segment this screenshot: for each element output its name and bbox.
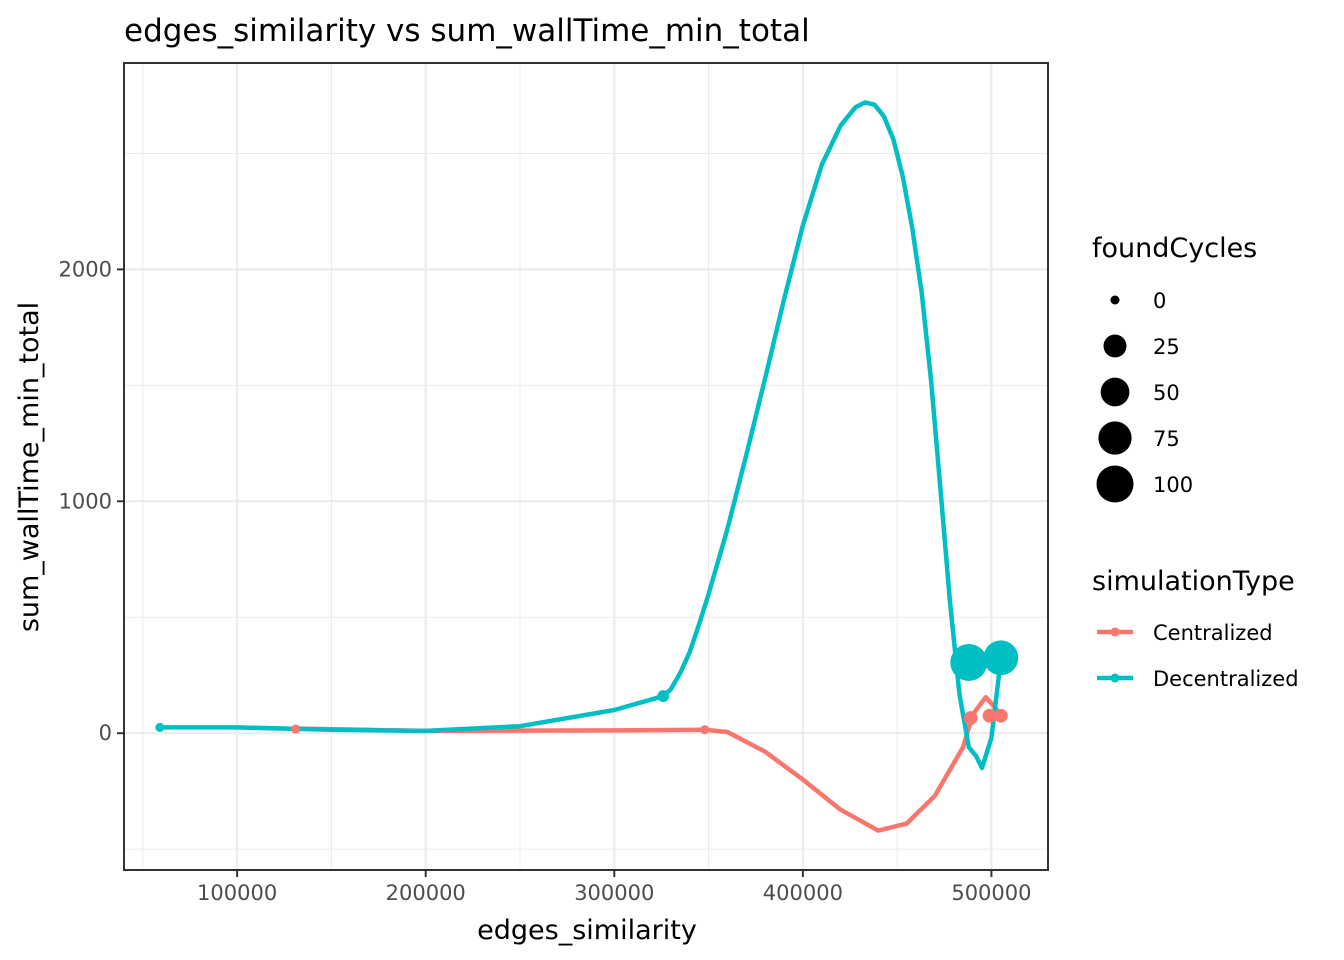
size-legend-key xyxy=(1096,465,1134,503)
data-point-centralized xyxy=(700,725,710,735)
color-legend-label: Centralized xyxy=(1153,621,1273,645)
x-tick-label: 300000 xyxy=(574,881,654,905)
size-legend-key xyxy=(1098,421,1132,455)
size-legend-key xyxy=(1110,295,1120,305)
panel-border xyxy=(123,62,1049,871)
size-legend-label: 50 xyxy=(1153,381,1180,405)
legend: foundCycles 0 25 50 75 100 simulationType Centr… xyxy=(1092,233,1299,691)
size-legend-label: 25 xyxy=(1153,335,1180,359)
data-point-centralized xyxy=(982,708,997,723)
color-legend-key-point xyxy=(1110,673,1120,683)
series-line-centralized xyxy=(293,694,1004,833)
data-point-decentralized xyxy=(983,640,1019,676)
y-tick-label: 2000 xyxy=(59,257,112,281)
color-legend-title: simulationType xyxy=(1092,566,1295,597)
y-tick-label: 0 xyxy=(99,721,112,745)
color-legend-label: Decentralized xyxy=(1153,667,1299,691)
x-tick-label: 100000 xyxy=(197,881,277,905)
y-axis-title: sum_wallTime_min_total xyxy=(14,302,45,632)
data-point-centralized xyxy=(993,708,1008,723)
data-point-decentralized xyxy=(950,643,988,681)
x-tick-label: 500000 xyxy=(951,881,1031,905)
size-legend-key xyxy=(1103,334,1127,358)
panel-background xyxy=(124,63,1048,870)
plot-panel: 100000 200000 300000 400000 500000 0 1000 2000 xyxy=(59,62,1049,905)
data-point-decentralized xyxy=(657,690,670,702)
x-tick-label: 200000 xyxy=(386,881,466,905)
size-legend-label: 100 xyxy=(1153,473,1193,497)
series-line-decentralized xyxy=(157,100,1004,771)
y-tick-label: 1000 xyxy=(59,489,112,513)
x-axis-title: edges_similarity xyxy=(477,915,697,946)
size-legend-label: 75 xyxy=(1153,427,1180,451)
chart-title: edges_similarity vs sum_wallTime_min_tot… xyxy=(124,13,810,49)
data-point-decentralized xyxy=(155,722,165,732)
size-legend-title: foundCycles xyxy=(1092,233,1257,264)
x-tick-label: 400000 xyxy=(763,881,843,905)
size-legend-label: 0 xyxy=(1153,289,1166,313)
data-point-centralized xyxy=(291,724,301,734)
data-point-centralized xyxy=(963,711,978,726)
size-legend-key xyxy=(1100,377,1130,407)
color-legend-key-point xyxy=(1110,627,1120,637)
